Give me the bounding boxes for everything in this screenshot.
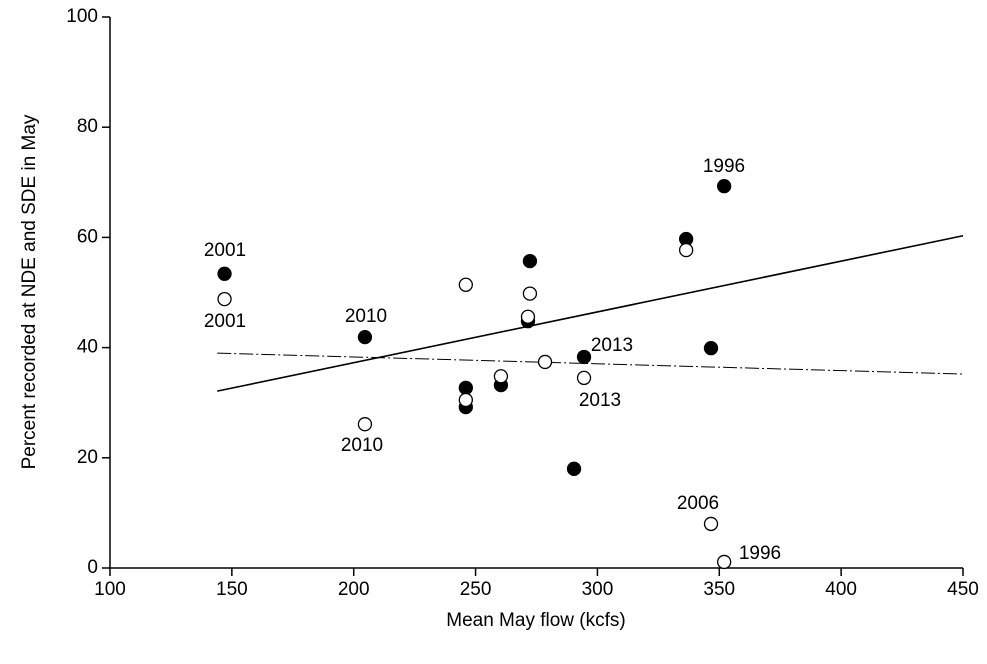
annotation: 2001: [204, 240, 246, 261]
annotation: 2006: [677, 493, 719, 514]
point: [493, 369, 509, 384]
point: [520, 309, 536, 324]
x-axis-label: Mean May flow (kcfs): [446, 610, 625, 631]
fit-line: [217, 352, 964, 375]
annotation: 1996: [739, 543, 781, 564]
annotation: 2010: [345, 306, 387, 327]
y-tick-label: 80: [77, 116, 98, 137]
x-tick-label: 200: [338, 579, 370, 600]
point: [357, 417, 373, 432]
x-tick-label: 300: [582, 579, 614, 600]
point: [217, 266, 232, 281]
x-tick-label: 450: [947, 579, 979, 600]
x-tick-label: 400: [825, 579, 857, 600]
x-tick-label: 100: [94, 579, 126, 600]
annotation: 1996: [703, 156, 745, 177]
point: [537, 354, 553, 370]
point: [576, 370, 592, 386]
y-tick-label: 20: [77, 447, 98, 468]
fit-line: [217, 234, 964, 392]
point: [717, 179, 732, 194]
point: [576, 349, 592, 365]
annotation: 2010: [341, 435, 383, 456]
point: [458, 277, 473, 292]
x-tick-label: 250: [460, 579, 492, 600]
point: [458, 380, 473, 395]
point: [357, 329, 373, 345]
point: [217, 291, 232, 307]
y-tick-label: 40: [77, 337, 98, 358]
annotation: 2013: [591, 335, 633, 356]
point: [703, 341, 719, 356]
y-axis-label: Percent recorded at NDE and SDE in May: [19, 114, 40, 469]
y-tick-label: 100: [66, 6, 98, 27]
point: [717, 554, 732, 570]
point: [566, 461, 582, 476]
point: [703, 516, 719, 532]
y-tick-label: 60: [77, 226, 98, 247]
annotation: 2001: [204, 311, 246, 332]
annotation: 2013: [579, 390, 621, 411]
point: [522, 286, 538, 301]
x-tick-label: 150: [216, 579, 248, 600]
point: [458, 392, 473, 408]
point: [678, 242, 694, 258]
y-tick-label: 0: [87, 557, 98, 578]
x-tick-label: 350: [703, 579, 735, 600]
point: [522, 253, 538, 269]
